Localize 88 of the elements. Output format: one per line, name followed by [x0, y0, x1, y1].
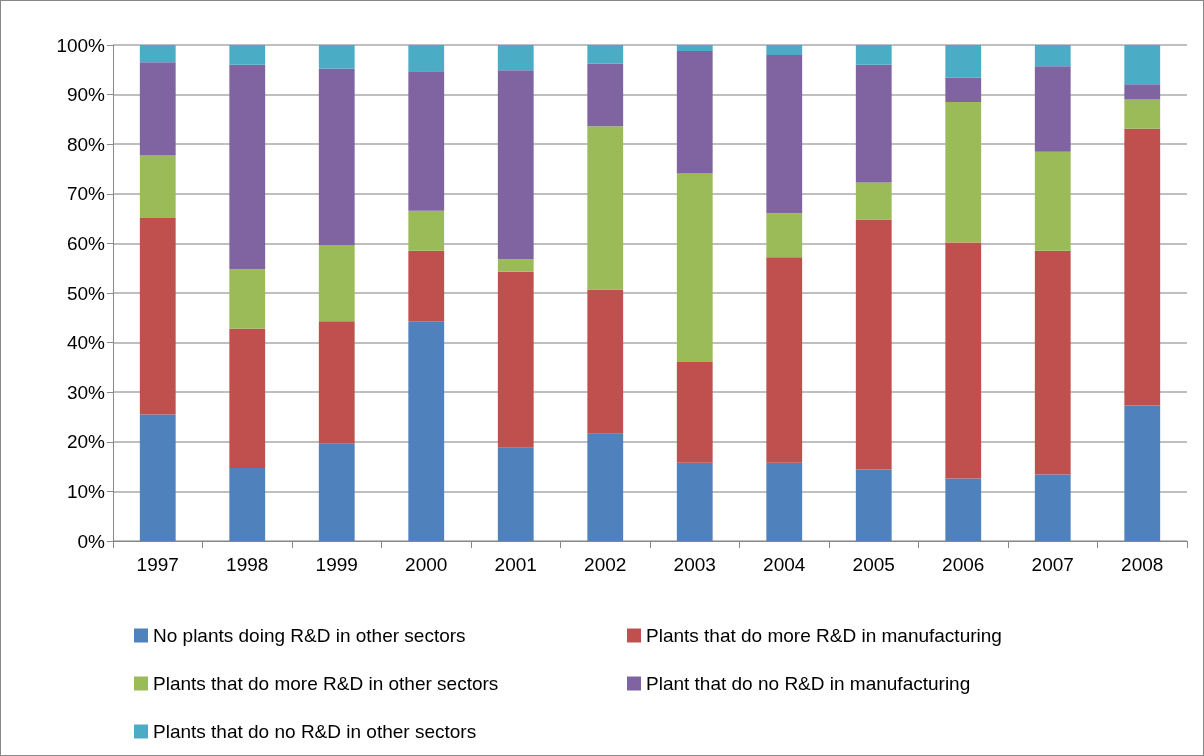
x-tick-label: 2000 [405, 554, 448, 575]
bar [1124, 128, 1161, 406]
y-tick-label: 20% [66, 431, 106, 453]
x-tick-label: 1998 [226, 554, 269, 575]
bar [587, 126, 624, 290]
bar [497, 259, 534, 272]
x-tick-label: 2008 [1121, 554, 1164, 575]
bar [587, 289, 624, 434]
bar [587, 63, 624, 127]
bar [229, 328, 266, 469]
bar [318, 68, 355, 245]
bar [408, 210, 445, 251]
bar [408, 45, 445, 72]
bar [766, 54, 803, 214]
bar [1124, 84, 1161, 100]
bar [766, 213, 803, 258]
y-tick-label: 30% [66, 381, 106, 403]
x-tick-label: 1999 [315, 554, 358, 575]
x-tick-label: 2002 [584, 554, 627, 575]
bar [497, 45, 534, 71]
bar [676, 45, 713, 51]
y-tick-label: 100% [56, 34, 106, 56]
bar [318, 321, 355, 444]
y-tick-label: 90% [66, 84, 106, 106]
bar [408, 321, 445, 541]
bar [855, 64, 892, 183]
bar [1124, 405, 1161, 541]
y-tick-label: 10% [66, 480, 106, 502]
bar [318, 244, 355, 322]
bar [139, 414, 176, 541]
legend-label: Plant that do no R&D in manufacturing [646, 673, 971, 694]
bar [855, 45, 892, 65]
bar [229, 64, 266, 270]
bar [1124, 45, 1161, 85]
bar [855, 219, 892, 470]
bar [766, 257, 803, 463]
bar [676, 361, 713, 463]
bar [497, 70, 534, 260]
bar [1034, 45, 1071, 67]
bar [587, 45, 624, 64]
bar [766, 462, 803, 541]
bar [676, 173, 713, 362]
y-tick-label: 80% [66, 133, 106, 155]
bar [1034, 151, 1071, 251]
y-tick-label: 0% [77, 530, 106, 552]
bar [676, 50, 713, 174]
bar [139, 218, 176, 415]
y-tick-label: 40% [66, 332, 106, 354]
bar [676, 462, 713, 541]
legend-label: Plants that do no R&D in other sectors [153, 721, 477, 742]
x-tick-label: 2003 [673, 554, 716, 575]
bar [497, 447, 534, 541]
bar [945, 478, 982, 541]
legend-label: Plants that do more R&D in manufacturing [646, 625, 1002, 646]
bar [855, 182, 892, 220]
bar [945, 77, 982, 103]
bar [1034, 474, 1071, 541]
y-tick-label: 70% [66, 183, 106, 205]
bar [855, 469, 892, 541]
bar [229, 45, 266, 65]
x-tick-label: 2006 [942, 554, 985, 575]
x-tick-label: 2005 [852, 554, 895, 575]
bar [318, 443, 355, 541]
bar [408, 71, 445, 211]
bar [318, 45, 355, 69]
bar [1034, 66, 1071, 152]
bar [497, 271, 534, 448]
bar [139, 155, 176, 219]
x-tick-label: 1997 [136, 554, 179, 575]
legend-label: Plants that do more R&D in other sectors [153, 673, 499, 694]
bar [229, 468, 266, 541]
bar [945, 242, 982, 479]
bar [587, 433, 624, 541]
bar [945, 102, 982, 243]
x-tick-label: 2004 [763, 554, 806, 575]
bar [1124, 99, 1161, 129]
bar [1034, 250, 1071, 475]
bar [408, 250, 445, 322]
bar [139, 62, 176, 156]
y-tick-label: 60% [66, 232, 106, 254]
bar [945, 45, 982, 78]
y-tick-label: 50% [66, 282, 106, 304]
legend-label: No plants doing R&D in other sectors [153, 625, 466, 646]
x-tick-label: 2007 [1031, 554, 1074, 575]
bar [766, 45, 803, 55]
x-tick-label: 2001 [494, 554, 537, 575]
bar [139, 45, 176, 63]
bar [229, 269, 266, 329]
